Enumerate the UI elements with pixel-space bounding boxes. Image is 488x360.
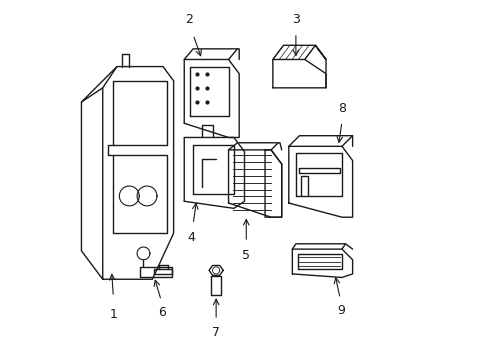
Text: 6: 6: [158, 306, 166, 319]
Text: 3: 3: [291, 13, 299, 26]
Text: 8: 8: [337, 103, 346, 116]
Text: 5: 5: [242, 249, 250, 262]
Text: 7: 7: [212, 326, 220, 339]
Text: 1: 1: [109, 307, 117, 321]
Text: 9: 9: [337, 304, 345, 317]
Text: 4: 4: [187, 231, 195, 244]
Text: 2: 2: [185, 13, 193, 26]
